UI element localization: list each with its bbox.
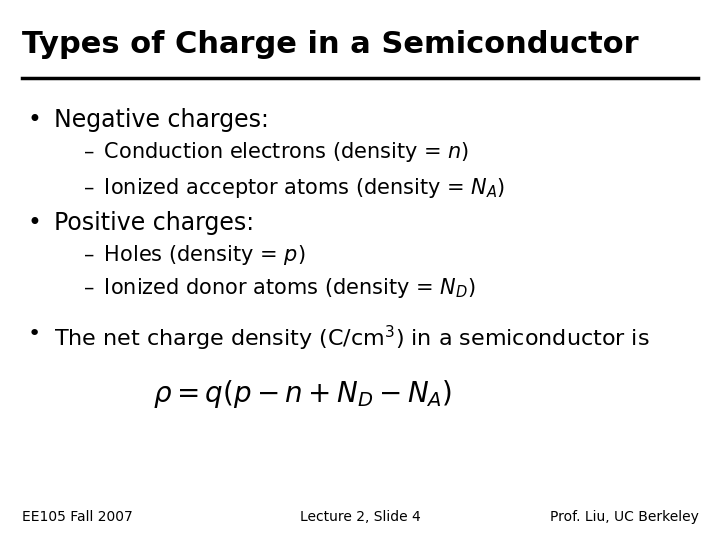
Text: Lecture 2, Slide 4: Lecture 2, Slide 4: [300, 510, 420, 524]
Text: – Conduction electrons (density = $n$): – Conduction electrons (density = $n$): [83, 140, 469, 164]
Text: •: •: [27, 211, 41, 234]
Text: – Ionized donor atoms (density = $N_D$): – Ionized donor atoms (density = $N_D$): [83, 276, 475, 300]
Text: •: •: [27, 324, 40, 344]
Text: – Holes (density = $p$): – Holes (density = $p$): [83, 243, 305, 267]
Text: $\rho = q\left(p - n + N_D - N_A\right)$: $\rho = q\left(p - n + N_D - N_A\right)$: [153, 378, 452, 410]
Text: EE105 Fall 2007: EE105 Fall 2007: [22, 510, 132, 524]
Text: The net charge density (C/cm$^3$) in a semiconductor is: The net charge density (C/cm$^3$) in a s…: [54, 324, 649, 353]
Text: Positive charges:: Positive charges:: [54, 211, 254, 234]
Text: Prof. Liu, UC Berkeley: Prof. Liu, UC Berkeley: [549, 510, 698, 524]
Text: Negative charges:: Negative charges:: [54, 108, 269, 132]
Text: – Ionized acceptor atoms (density = $N_A$): – Ionized acceptor atoms (density = $N_A…: [83, 176, 505, 199]
Text: •: •: [27, 108, 41, 132]
Text: Types of Charge in a Semiconductor: Types of Charge in a Semiconductor: [22, 30, 638, 59]
